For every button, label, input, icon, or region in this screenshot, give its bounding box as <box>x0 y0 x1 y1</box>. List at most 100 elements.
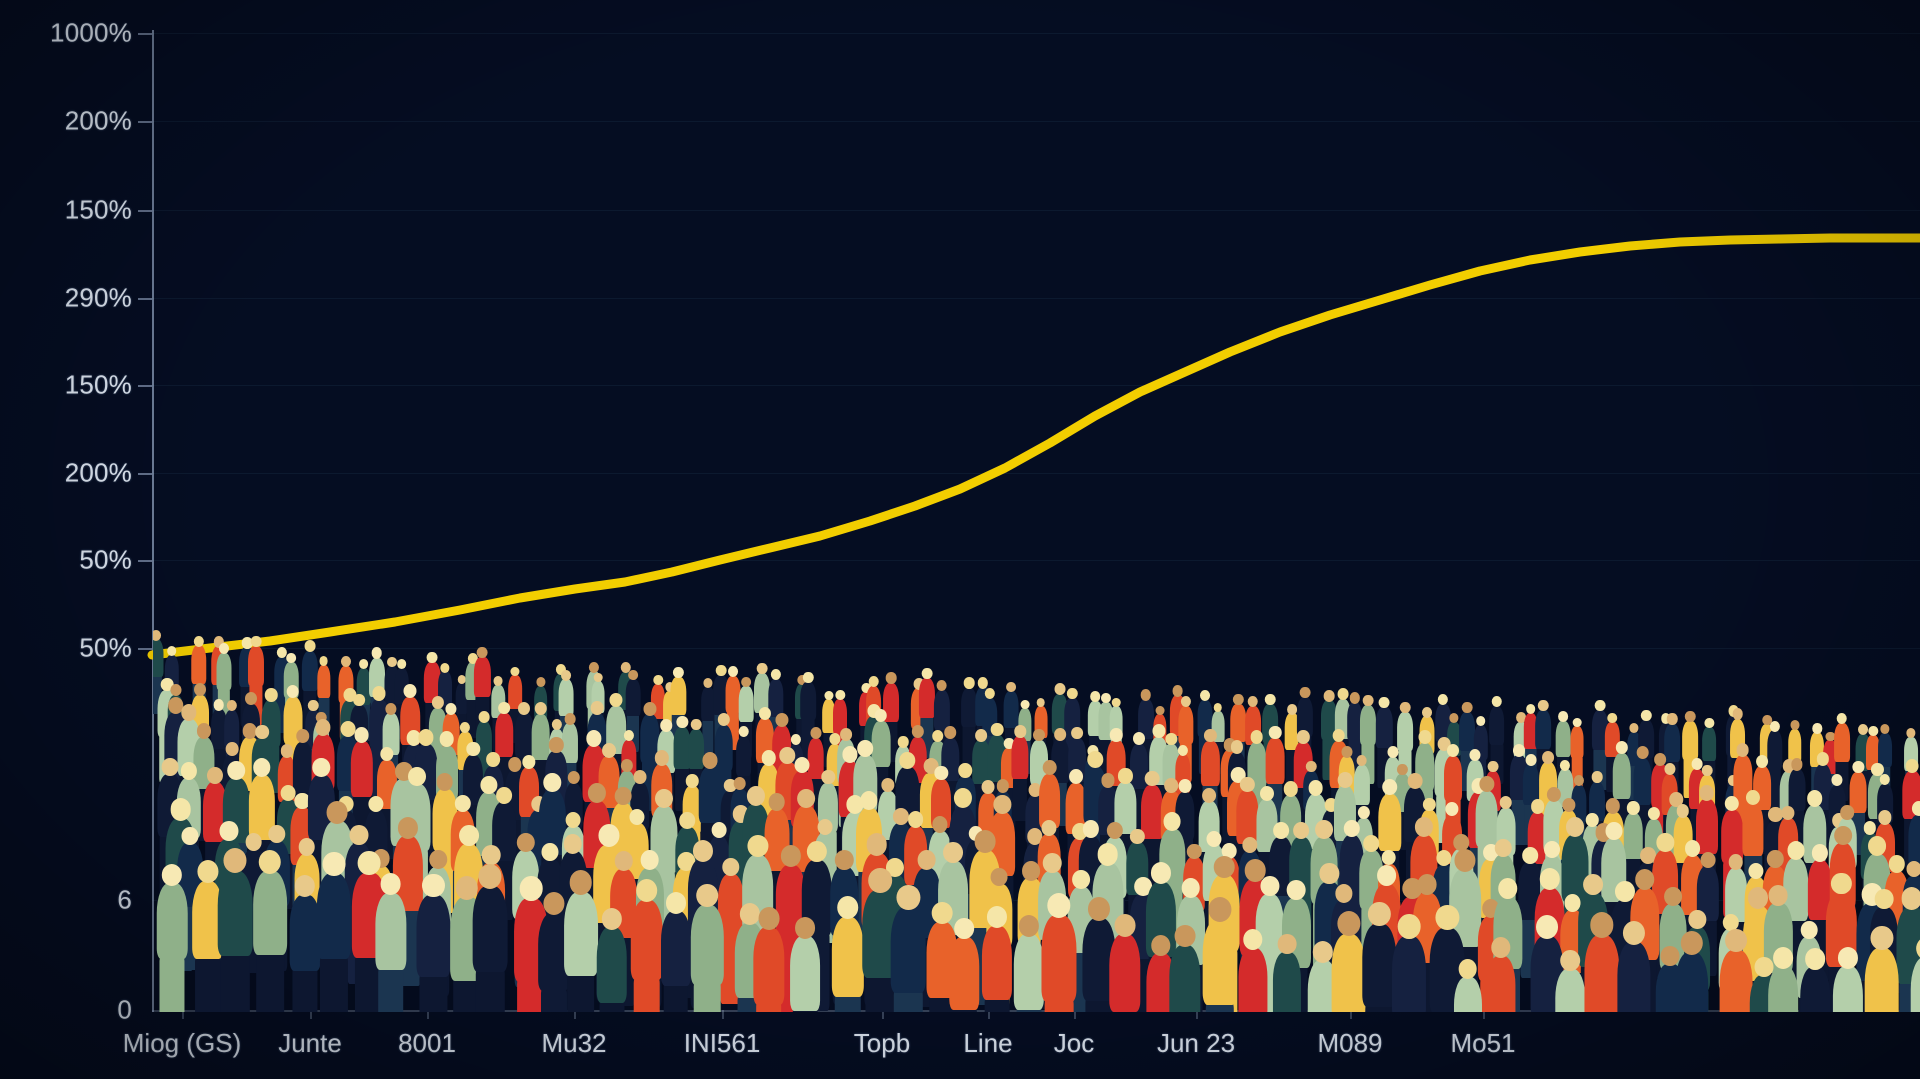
crowd-figure-head <box>1202 787 1216 803</box>
gridline <box>152 298 1920 299</box>
crowd-figure <box>1481 937 1520 1012</box>
crowd-figure-body <box>1800 967 1831 1012</box>
crowd-figure-head <box>1033 728 1046 742</box>
crowd-figure-head <box>1362 694 1374 707</box>
crowd-figure-head <box>543 773 562 792</box>
crowd-figure-legs <box>894 990 923 1012</box>
crowd-figure-head <box>1082 820 1100 838</box>
crowd-figure-head <box>454 794 471 813</box>
crowd-figure-head <box>385 702 397 715</box>
crowd-figure-head <box>1337 772 1353 789</box>
crowd-figure-head <box>1539 868 1560 891</box>
crowd-figure-head <box>653 674 663 685</box>
crowd-figure-legs <box>1606 756 1619 793</box>
crowd-figure-head <box>1906 861 1920 878</box>
crowd-figure <box>1590 699 1611 802</box>
crowd-figure-head <box>407 766 426 787</box>
crowd-figure-body <box>1137 699 1154 739</box>
crowd-figure-head <box>1268 725 1282 740</box>
crowd-figure-head <box>1840 804 1854 820</box>
crowd-figure-head <box>1834 826 1852 846</box>
crowd-figure-head <box>990 722 1004 737</box>
crowd-figure-body <box>1787 729 1802 763</box>
crowd-figure-head <box>1418 874 1437 895</box>
crowd-figure-head <box>679 812 695 830</box>
y-axis-tick-mark <box>138 121 152 123</box>
crowd-figure-head <box>1090 691 1100 702</box>
crowd-figure-head <box>1906 727 1916 738</box>
crowd-figure-head <box>1560 950 1581 972</box>
crowd-figure <box>1669 930 1714 1012</box>
crowd-figure-head <box>1140 689 1152 701</box>
crowd-figure-head <box>757 662 768 675</box>
crowd-figure-head <box>629 808 645 825</box>
crowd-figure-head <box>635 878 658 903</box>
crowd-figure-body <box>738 686 754 723</box>
crowd-figure-head <box>1243 929 1263 951</box>
crowd-figure-body <box>1674 952 1709 1012</box>
crowd-figure-head <box>1525 753 1537 766</box>
crowd-figure-head <box>326 801 348 824</box>
y-axis-tick-text: 150% <box>64 369 132 400</box>
crowd-figure-head <box>510 666 520 677</box>
y-axis-tick-text: 50% <box>79 544 132 575</box>
crowd-figure-head <box>250 635 262 648</box>
crowd-figure-head <box>1787 841 1805 860</box>
crowd-figure-head <box>1204 729 1217 743</box>
crowd-figure-head <box>227 761 245 781</box>
crowd-figure-head <box>797 789 816 809</box>
crowd-figure-body <box>216 653 232 691</box>
crowd-figure-head <box>1773 947 1794 969</box>
y-axis-tick-text: 290% <box>64 282 132 313</box>
crowd-figure-head <box>1680 930 1703 955</box>
crowd-figure-body <box>1488 706 1505 746</box>
crowd-figure-head <box>252 757 271 777</box>
crowd-figure-head <box>857 740 874 758</box>
crowd-figure-body <box>1177 706 1194 744</box>
crowd-figure-head <box>170 684 182 697</box>
crowd-figure-head <box>1250 729 1264 744</box>
crowd-figure-head <box>911 724 924 739</box>
crowd-figure <box>699 677 717 765</box>
y-axis-tick-mark <box>138 210 152 212</box>
crowd-figure-head <box>1259 785 1274 802</box>
crowd-figure-head <box>1421 706 1432 718</box>
crowd-figure-head <box>534 701 547 716</box>
crowd-figure-head <box>588 661 600 673</box>
crowd-figure-body <box>1910 957 1920 1012</box>
crowd-figure-head <box>1042 759 1057 776</box>
x-axis-tick-label: Miog (GS) <box>122 1028 242 1058</box>
crowd-figure-body <box>725 675 741 714</box>
crowd-figure-head <box>1047 892 1071 918</box>
crowd-figure-head <box>223 848 247 874</box>
crowd-figure-body <box>833 699 848 734</box>
crowd-figure-head <box>1114 914 1136 937</box>
crowd-figure-head <box>986 906 1007 929</box>
crowd-figure-head <box>1905 758 1919 773</box>
crowd-figure-head <box>564 713 576 725</box>
crowd-figure-body <box>1041 915 1077 1003</box>
crowd-figure-head <box>478 863 502 889</box>
crowd-figure-head <box>609 693 623 708</box>
crowd-figure-body <box>316 664 331 698</box>
crowd-figure-head <box>1438 694 1449 706</box>
crowd-figure-head <box>1491 696 1502 708</box>
crowd-figure-legs <box>1768 767 1781 807</box>
crowd-figure-head <box>921 667 933 680</box>
crowd-figure-head <box>907 811 924 829</box>
crowd-figure-head <box>1663 886 1682 907</box>
crowd-figure-body <box>1833 722 1850 763</box>
crowd-figure-head <box>1590 912 1614 938</box>
crowd-figure-head <box>693 839 714 862</box>
crowd-figure-head <box>899 752 916 769</box>
crowd-figure-head <box>1478 775 1495 793</box>
crowd-figure-head <box>643 701 657 716</box>
crowd-figure-body <box>301 650 319 692</box>
crowd-figure-head <box>1605 822 1623 841</box>
crowd-figure-head <box>810 727 822 740</box>
crowd-figure-head <box>1557 711 1568 722</box>
crowd-figure-head <box>1656 832 1674 852</box>
crowd-figure-head <box>1916 936 1920 960</box>
crowd-figure-head <box>1299 686 1311 699</box>
crowd-figure-head <box>1414 817 1433 837</box>
